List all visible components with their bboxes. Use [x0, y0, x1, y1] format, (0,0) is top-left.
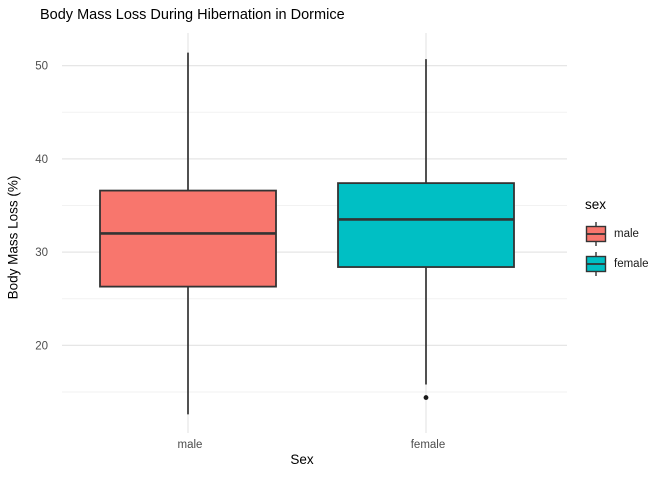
- y-tick-label-40: 40: [35, 154, 48, 166]
- box-female: [337, 182, 515, 268]
- legend-entries: male female: [585, 219, 670, 279]
- legend-label: male: [614, 228, 639, 240]
- x-tick-label-male: male: [178, 439, 203, 451]
- chart-title: Body Mass Loss During Hibernation in Dor…: [40, 7, 345, 23]
- legend-key-boxplot-icon: [585, 222, 607, 246]
- legend-label: female: [614, 258, 649, 270]
- y-tick-label-20: 20: [35, 340, 48, 352]
- x-axis-title: Sex: [290, 452, 314, 467]
- box-male: [99, 189, 277, 288]
- y-tick-label-50: 50: [35, 61, 48, 73]
- x-tick-label-female: female: [411, 439, 446, 451]
- y-tick-label-30: 30: [35, 247, 48, 259]
- legend-title: sex: [585, 197, 607, 212]
- outlier-point-female-0: [423, 395, 429, 400]
- legend-key-boxplot-icon: [585, 252, 607, 276]
- legend-entry-male: male: [585, 219, 670, 249]
- legend-entry-female: female: [585, 249, 670, 279]
- legend: sex male female: [585, 197, 670, 279]
